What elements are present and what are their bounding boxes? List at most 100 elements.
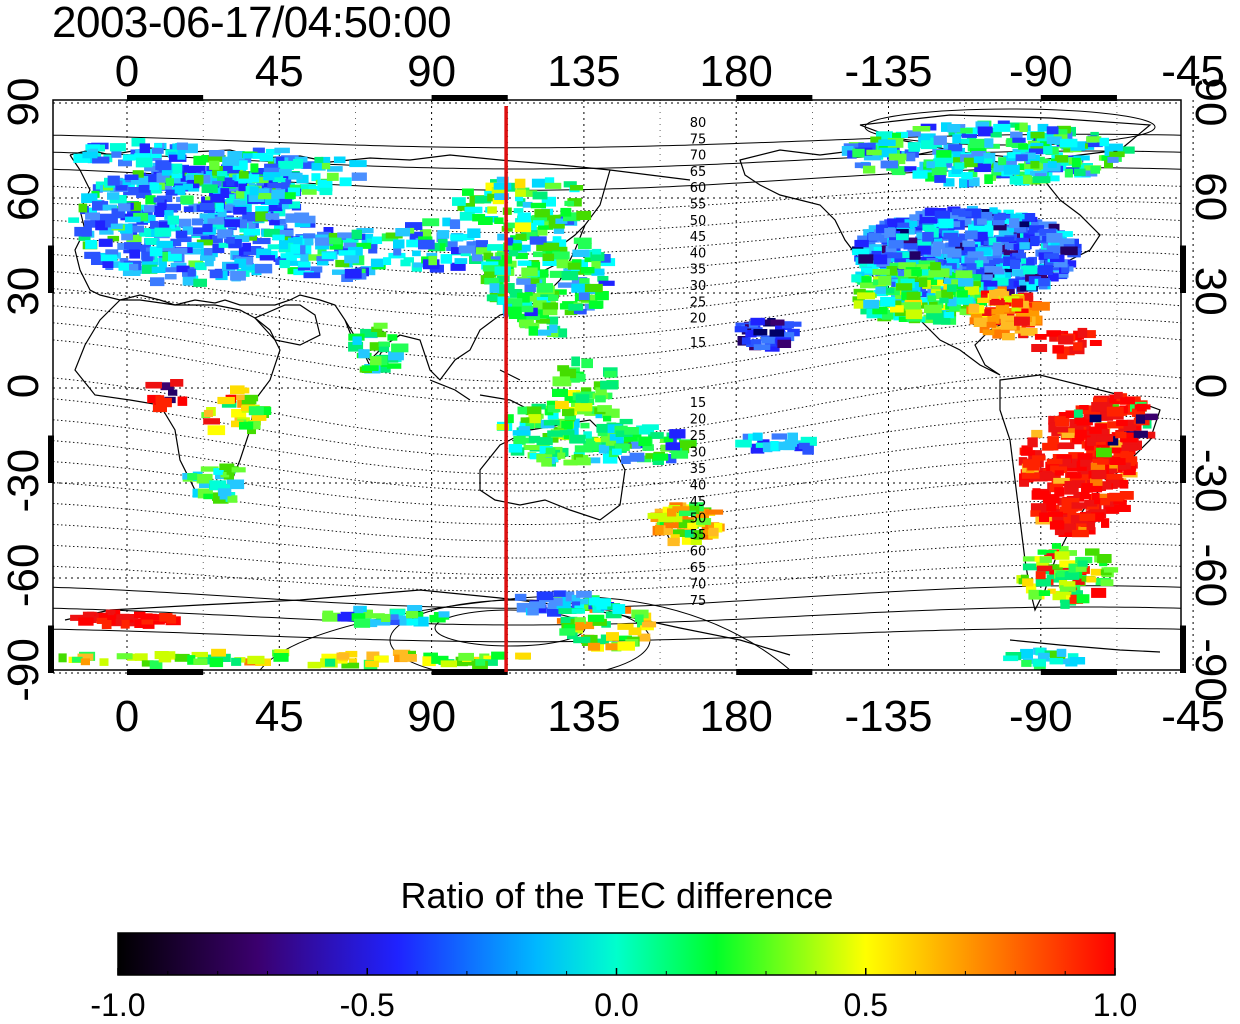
tec-pixel [505, 283, 515, 293]
tec-pixel [199, 202, 215, 210]
tec-pixel [917, 290, 931, 298]
tec-pixel [567, 198, 582, 207]
tec-pixel [140, 613, 157, 620]
tec-pixel [1039, 228, 1057, 236]
tec-pixel [129, 263, 139, 271]
tec-pixel [241, 264, 259, 271]
tec-pixel [621, 455, 631, 464]
tec-pixel [226, 479, 245, 490]
tec-pixel [1043, 253, 1060, 259]
tec-pixel [1048, 223, 1060, 231]
tec-pixel [1030, 510, 1041, 517]
tec-pixel [187, 179, 200, 189]
tec-pixel [614, 425, 628, 434]
tec-pixel [281, 178, 291, 189]
tec-pixel [255, 206, 270, 213]
tec-pixel [623, 433, 642, 442]
tec-pixel [509, 289, 523, 298]
tec-pixel [307, 661, 321, 669]
tec-pixel [98, 613, 108, 620]
tec-pixel [1090, 462, 1106, 471]
tec-pixel [1089, 452, 1099, 462]
tec-pixel [973, 317, 988, 327]
tec-pixel [546, 316, 559, 325]
tec-pixel [1091, 492, 1100, 501]
tec-pixel [707, 522, 720, 529]
tec-pixel [400, 259, 411, 267]
tec-pixel [977, 126, 993, 134]
tec-pixel [184, 248, 201, 255]
tec-pixel [1018, 300, 1029, 309]
tec-pixel [465, 659, 476, 666]
colorbar-tick-label: 0.5 [844, 987, 888, 1023]
tec-pixel [536, 437, 553, 446]
tec-pixel [102, 204, 118, 211]
tec-pixel [519, 437, 535, 444]
tec-pixel [1086, 527, 1096, 535]
tec-pixel [612, 604, 626, 614]
tec-pixel [478, 217, 493, 225]
tec-pixel [977, 218, 987, 225]
tec-pixel [984, 174, 993, 184]
tec-pixel [1063, 517, 1075, 525]
tec-pixel [924, 304, 942, 314]
tec-pixel [370, 356, 382, 366]
tec-pixel [391, 343, 409, 353]
tec-pixel [156, 240, 173, 248]
tec-pixel [1099, 137, 1109, 147]
tec-pixel [172, 143, 181, 150]
tec-pixel [696, 518, 712, 525]
tec-pixel [212, 235, 223, 244]
tec-pixel [693, 530, 703, 540]
tec-pixel [986, 310, 996, 316]
tec-pixel [944, 311, 955, 319]
tec-pixel [241, 396, 257, 405]
tec-pixel [932, 318, 951, 325]
tec-pixel [170, 225, 181, 232]
tec-pixel [1109, 464, 1118, 472]
tec-pixel [894, 255, 910, 263]
tec-pixel [440, 660, 457, 668]
tec-pixel [228, 239, 242, 249]
tec-pixel [440, 254, 453, 264]
tec-pixel [1145, 431, 1156, 439]
tec-pixel [1073, 409, 1083, 420]
tec-pixel [652, 456, 664, 465]
tec-pixel [1010, 213, 1025, 220]
tec-pixel [226, 237, 235, 244]
tec-pixel [226, 467, 235, 475]
tec-pixel [1047, 588, 1056, 594]
tec-pixel [516, 602, 532, 613]
tec-pixel [1026, 310, 1040, 320]
tec-pixel [861, 267, 879, 274]
tec-pixel [121, 231, 133, 241]
tec-pixel [1073, 342, 1083, 351]
tec-pixel [1086, 576, 1097, 583]
tec-pixel [978, 259, 996, 269]
contour-line [53, 606, 1181, 626]
tec-pixel [150, 220, 159, 229]
tec-pixel [867, 260, 880, 269]
tec-pixel [941, 122, 952, 132]
tec-pixel [589, 597, 600, 606]
tec-pixel [508, 444, 523, 453]
tec-pixel [631, 609, 649, 619]
tec-pixel [370, 258, 384, 268]
tec-pixel [105, 249, 119, 257]
tec-pixel [932, 241, 944, 247]
tec-pixel [344, 255, 359, 264]
tec-pixel [1004, 243, 1020, 250]
tec-pixel [571, 356, 580, 367]
tec-pixel [308, 254, 322, 261]
tec-pixel [269, 220, 280, 226]
tec-pixel [323, 227, 334, 236]
tec-pixel [958, 264, 969, 271]
tec-pixel [176, 236, 192, 243]
tec-pixel [1052, 514, 1069, 522]
tec-pixel [1054, 487, 1065, 497]
tec-pixel [158, 221, 170, 229]
tec-pixel [527, 608, 539, 616]
tec-pixel [1015, 274, 1027, 281]
tec-pixel [1019, 122, 1028, 132]
tec-pixel [301, 189, 317, 195]
